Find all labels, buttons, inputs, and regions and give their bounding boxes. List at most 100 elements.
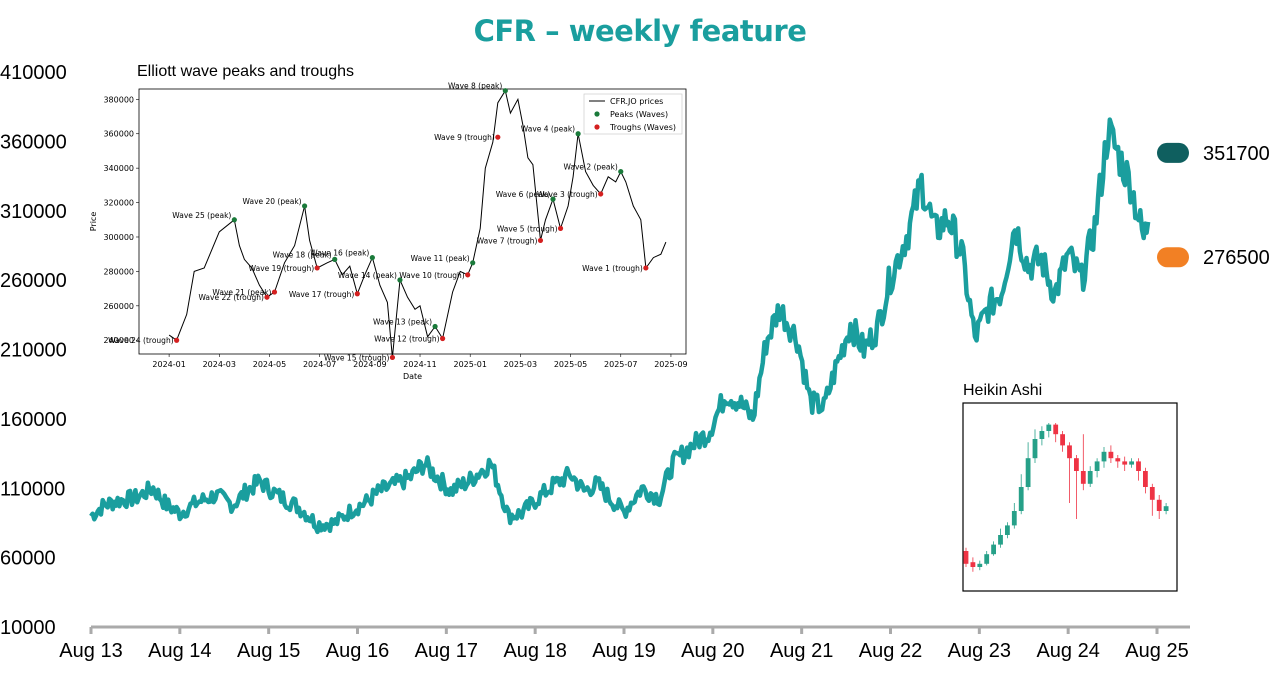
elliott-x-tick-label: 2025-09 [654,360,687,369]
elliott-x-tick-label: 2024-11 [403,360,436,369]
elliott-trough-point [389,354,396,361]
elliott-peak-label: Wave 13 (peak) [373,317,432,326]
elliott-trough-label: Wave 10 (trough) [399,271,465,280]
elliott-inset-chart: Elliott wave peaks and troughs 240000 260… [89,63,695,384]
elliott-legend-peak-swatch [594,111,600,117]
elliott-y-tick-label: 280000 [103,267,134,276]
elliott-peak-point [432,323,438,330]
elliott-y-tick-label: 380000 [103,95,134,104]
elliott-y-tick-label: 260000 [103,302,134,311]
elliott-trough-point [174,337,180,343]
main-y-tick-label: 360000 [0,131,67,153]
main-x-tick-label: Aug 20 [681,640,744,662]
elliott-y-tick-label: 240000 [103,336,134,345]
page-title: CFR – weekly feature [473,14,807,48]
elliott-trough-point [440,335,446,342]
elliott-y-axis-label: Price [89,212,98,232]
elliott-legend-trough-swatch [594,124,600,130]
elliott-x-tick-label: 2025-01 [453,360,486,369]
heikin-ashi-candle-body [1025,458,1031,487]
elliott-peak-label: Wave 18 (peak) [273,250,332,259]
main-y-tick-label: 210000 [0,340,67,362]
elliott-trough-label: Wave 17 (trough) [289,290,355,299]
elliott-trough-label: Wave 3 (trough) [537,190,598,199]
elliott-peak-point [618,168,624,175]
heikin-ashi-candle-body [1101,451,1107,462]
heikin-ashi-candle-body [991,544,996,555]
main-x-tick-label: Aug 18 [503,640,566,662]
heikin-ashi-candle-body [1074,458,1079,471]
main-x-axis-ticks: Aug 13 Aug 14 Aug 15 Aug 16 Aug 17 Aug 18 Aug … [59,627,1189,662]
main-x-tick-label: Aug 15 [237,640,300,662]
heikin-ashi-candle-body [1156,499,1162,511]
heikin-ashi-candle-body [1094,461,1100,471]
badge-last-pill [1157,142,1189,163]
elliott-trough-label: Wave 24 (trough) [108,336,174,345]
elliott-inset-title: Elliott wave peaks and troughs [137,63,354,80]
main-price-line [89,117,1151,535]
heikin-ashi-title: Heikin Ashi [963,382,1042,399]
elliott-trough-label: Wave 7 (trough) [477,236,538,245]
elliott-y-tick-label: 320000 [103,199,134,208]
elliott-peak-point [369,255,375,261]
elliott-x-tick-label: 2025-07 [604,360,637,369]
heikin-ashi-candle-body [1046,424,1052,431]
heikin-ashi-candle-body [1032,439,1038,459]
elliott-y-tick-label: 300000 [103,233,134,242]
elliott-peak-label: Wave 11 (peak) [411,254,470,263]
elliott-trough-label: Wave 9 (trough) [434,133,495,142]
heikin-ashi-candle-body [1060,434,1065,446]
heikin-ashi-candle-body [1005,525,1010,535]
heikin-ashi-candle-body [963,551,969,564]
main-y-tick-label: 310000 [0,201,67,223]
heikin-ashi-candle-body [1136,461,1141,471]
main-y-tick-label: 260000 [0,270,67,292]
main-y-tick-label: 110000 [0,478,65,500]
heikin-ashi-candle-body [1129,461,1134,465]
main-x-tick-label: Aug 25 [1125,640,1188,662]
heikin-ashi-candle-body [998,535,1003,545]
elliott-trough-label: Wave 19 (trough) [249,264,315,273]
elliott-trough-label: Wave 15 (trough) [324,353,390,362]
elliott-x-axis-label: Date [403,372,422,381]
elliott-x-tick-label: 2025-05 [554,360,587,369]
elliott-legend-trough-label: Troughs (Waves) [609,123,676,132]
heikin-ashi-candle-body [1039,431,1045,439]
main-y-tick-label: 160000 [0,409,67,431]
main-x-tick-label: Aug 19 [592,640,655,662]
heikin-ashi-candle-body [1163,506,1169,511]
heikin-ashi-candle-body [1087,471,1093,484]
badge-prev-label: 276500 [1203,247,1270,269]
elliott-peak-point [575,131,581,137]
heikin-ashi-candle-body [977,563,983,567]
elliott-trough-point [271,289,278,295]
elliott-peak-point [550,196,556,202]
elliott-trough-label: Wave 1 (trough) [582,264,643,273]
main-x-tick-label: Aug 16 [326,640,389,662]
elliott-trough-label: Wave 22 (trough) [198,293,264,302]
main-x-tick-label: Aug 13 [59,640,122,662]
heikin-ashi-inset-chart: Heikin Ashi [962,382,1178,592]
elliott-trough-point [537,237,544,244]
elliott-trough-point [314,265,320,271]
heikin-ashi-candle-body [1080,471,1086,484]
main-x-tick-label: Aug 22 [859,640,922,662]
elliott-trough-label: Wave 5 (trough) [497,224,558,233]
badge-last-label: 351700 [1203,143,1270,165]
elliott-peak-point [302,203,308,209]
elliott-trough-point [557,225,564,231]
elliott-peak-label: Wave 25 (peak) [172,211,231,220]
elliott-x-tick-label: 2024-09 [353,360,386,369]
elliott-peak-label: Wave 20 (peak) [243,197,302,206]
elliott-trough-point [598,191,604,197]
elliott-legend-peak-label: Peaks (Waves) [610,110,668,119]
heikin-ashi-candle-body [984,554,990,564]
elliott-peak-point [502,88,508,94]
elliott-peak-point [231,217,237,223]
badge-prev-pill [1157,247,1189,268]
main-price-series [89,117,1151,535]
elliott-legend-line-label: CFR.JO prices [610,97,663,106]
elliott-peak-label: Wave 2 (peak) [563,163,617,172]
elliott-peak-label: Wave 16 (peak) [310,249,369,258]
